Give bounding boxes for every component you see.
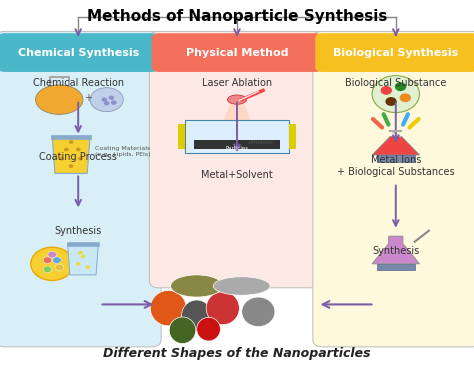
Ellipse shape — [206, 292, 239, 325]
Circle shape — [109, 96, 114, 100]
Circle shape — [55, 264, 64, 271]
Ellipse shape — [36, 85, 83, 114]
Polygon shape — [372, 236, 419, 264]
Circle shape — [76, 262, 81, 266]
Ellipse shape — [169, 317, 196, 344]
Text: Different Shapes of the Nanoparticles: Different Shapes of the Nanoparticles — [103, 347, 371, 360]
Polygon shape — [218, 100, 256, 133]
Circle shape — [69, 140, 73, 144]
FancyBboxPatch shape — [149, 31, 325, 288]
FancyBboxPatch shape — [0, 31, 161, 347]
Polygon shape — [52, 137, 90, 173]
Text: Methods of Nanoparticle Synthesis: Methods of Nanoparticle Synthesis — [87, 9, 387, 24]
Text: Biological Synthesis: Biological Synthesis — [333, 48, 458, 58]
Circle shape — [53, 257, 61, 263]
Circle shape — [48, 251, 56, 258]
Circle shape — [104, 101, 109, 106]
Text: Metal Ions
+ Biological Substances: Metal Ions + Biological Substances — [337, 155, 455, 177]
Bar — [377, 155, 415, 162]
Polygon shape — [67, 244, 99, 275]
Text: Synthesis: Synthesis — [55, 225, 102, 236]
Text: Metal+Solvent: Metal+Solvent — [201, 170, 273, 180]
Ellipse shape — [171, 275, 223, 297]
FancyBboxPatch shape — [152, 33, 322, 72]
Circle shape — [400, 93, 411, 102]
FancyBboxPatch shape — [66, 242, 100, 246]
Bar — [377, 264, 415, 270]
Text: Coating Process: Coating Process — [39, 152, 117, 162]
Circle shape — [381, 86, 392, 95]
FancyBboxPatch shape — [0, 33, 159, 72]
Ellipse shape — [228, 95, 246, 104]
Circle shape — [59, 157, 64, 161]
Circle shape — [385, 97, 397, 106]
Bar — [194, 140, 280, 149]
Text: Physical Method: Physical Method — [186, 48, 288, 58]
Text: Coating Materials
(e.g., Lipids, PEIs): Coating Materials (e.g., Lipids, PEIs) — [95, 146, 150, 157]
Circle shape — [395, 82, 406, 91]
Circle shape — [372, 76, 419, 113]
Text: Chemical Synthesis: Chemical Synthesis — [18, 48, 139, 58]
Circle shape — [81, 255, 85, 258]
Text: Biological Substance: Biological Substance — [345, 78, 447, 88]
FancyBboxPatch shape — [315, 33, 474, 72]
Text: Particles: Particles — [226, 146, 248, 151]
FancyBboxPatch shape — [313, 31, 474, 347]
Bar — [289, 124, 296, 149]
Bar — [178, 124, 185, 149]
Circle shape — [31, 247, 73, 280]
Circle shape — [78, 157, 83, 161]
Circle shape — [76, 148, 81, 151]
Circle shape — [111, 100, 117, 105]
Circle shape — [78, 251, 83, 255]
Text: Chemical Reaction: Chemical Reaction — [33, 78, 124, 88]
Circle shape — [85, 266, 90, 269]
Circle shape — [43, 266, 52, 273]
Ellipse shape — [90, 87, 123, 111]
FancyBboxPatch shape — [185, 120, 289, 153]
Circle shape — [43, 257, 52, 263]
Circle shape — [69, 164, 73, 168]
Circle shape — [101, 97, 107, 102]
Ellipse shape — [150, 290, 186, 326]
Text: Synthesis: Synthesis — [372, 246, 419, 256]
Ellipse shape — [242, 297, 275, 327]
Ellipse shape — [182, 300, 212, 331]
Text: +: + — [84, 93, 91, 103]
Text: Laser Ablation: Laser Ablation — [202, 78, 272, 88]
Circle shape — [64, 148, 69, 151]
Ellipse shape — [213, 277, 270, 295]
Text: +Photons: +Photons — [246, 139, 273, 145]
Ellipse shape — [197, 317, 220, 341]
Polygon shape — [372, 137, 419, 155]
FancyBboxPatch shape — [51, 135, 91, 139]
